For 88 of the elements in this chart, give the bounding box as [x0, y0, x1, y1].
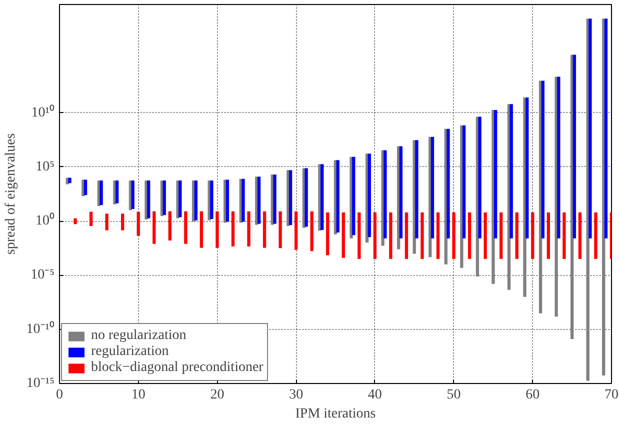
bar: [415, 140, 418, 238]
bar: [494, 110, 498, 238]
bar: [89, 212, 93, 226]
bar: [578, 212, 582, 259]
legend-label: no regularization: [91, 328, 186, 344]
bar: [604, 18, 608, 238]
bar: [216, 211, 219, 248]
bar: [404, 212, 408, 259]
bar: [546, 212, 550, 259]
y-tick-label: 10⁻¹⁵: [26, 376, 55, 391]
bar: [200, 211, 204, 248]
bar: [242, 178, 245, 222]
y-tick-label: 10⁵: [36, 159, 55, 174]
bar: [373, 212, 377, 259]
bar: [84, 180, 88, 196]
bar: [115, 180, 119, 204]
bar: [562, 212, 566, 259]
bar: [194, 180, 198, 220]
bar: [452, 212, 456, 259]
bar: [152, 211, 156, 244]
bar: [510, 104, 513, 238]
bar: [352, 156, 356, 236]
bar: [121, 214, 124, 230]
y-axis-title: spread of eigenvalues: [3, 133, 18, 255]
y-tick-label: 10⁰: [36, 212, 54, 229]
x-tick-label: 30: [289, 388, 304, 402]
bar: [462, 125, 466, 238]
bar: [273, 174, 276, 224]
bar: [74, 218, 77, 224]
bar: [136, 212, 140, 236]
bar: [320, 164, 324, 230]
y-tick-label: 10⁻¹⁰: [26, 320, 55, 337]
legend-label: block−diagonal preconditioner: [91, 360, 264, 376]
bar: [247, 211, 250, 246]
bar: [178, 180, 182, 218]
x-tick-label: 20: [210, 388, 224, 402]
bar: [336, 160, 340, 232]
y-tick-label: 10⁻⁵: [30, 268, 55, 283]
bar: [288, 170, 292, 226]
bar: [310, 211, 314, 252]
bar: [384, 150, 387, 238]
bar: [100, 180, 103, 206]
x-tick-label: 40: [368, 388, 382, 402]
bar: [478, 116, 482, 238]
bar: [231, 211, 235, 246]
bar: [257, 176, 261, 224]
x-tick-label: 50: [446, 388, 461, 402]
bar: [557, 76, 560, 238]
bar: [531, 212, 534, 259]
x-tick-label: 10: [131, 388, 146, 402]
bar: [210, 180, 214, 220]
bar: [500, 212, 503, 259]
bar: [342, 212, 345, 258]
bar: [572, 54, 576, 238]
bar: [131, 180, 134, 210]
bar: [399, 146, 403, 238]
bar: [446, 128, 450, 238]
bar: [304, 168, 308, 227]
x-tick-label: 70: [604, 388, 618, 402]
bar: [278, 211, 282, 248]
legend-label: regularization: [91, 344, 169, 360]
bar: [184, 211, 188, 244]
bar: [484, 212, 487, 259]
bar: [168, 211, 172, 241]
bar: [358, 212, 361, 259]
bar: [262, 211, 266, 248]
bar: [526, 97, 529, 238]
x-tick-label: 0: [56, 388, 63, 402]
bar: [594, 212, 598, 259]
bar: [588, 18, 592, 238]
bar: [515, 212, 518, 259]
bar: [326, 212, 330, 256]
y-tick-label: 10¹⁰: [31, 104, 55, 120]
x-axis-title: IPM iterations: [295, 406, 376, 422]
bar: [368, 154, 371, 238]
bar: [541, 80, 544, 238]
bar: [389, 212, 392, 259]
bar: [436, 212, 440, 259]
bar: [430, 136, 434, 238]
bar: [294, 211, 298, 250]
bar: [68, 178, 72, 184]
bar: [147, 180, 150, 218]
bar: [226, 180, 230, 222]
bar: [162, 180, 166, 216]
bar: [105, 214, 108, 230]
bar: [468, 212, 472, 259]
x-tick-label: 60: [526, 388, 540, 402]
bar: [420, 212, 424, 259]
